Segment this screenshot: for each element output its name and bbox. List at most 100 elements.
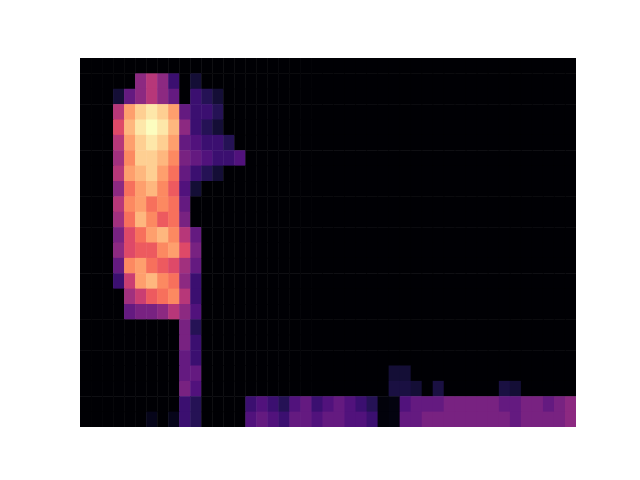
heatmap-cell	[113, 166, 125, 182]
heatmap-cell	[135, 258, 147, 274]
heatmap-cell	[400, 350, 412, 366]
heatmap-cell	[477, 227, 489, 243]
heatmap-cell	[532, 366, 544, 382]
heatmap-cell	[201, 350, 213, 366]
heatmap-cell	[190, 366, 202, 382]
heatmap-cell	[422, 58, 434, 74]
heatmap-cell	[278, 135, 290, 151]
heatmap-cell	[113, 135, 125, 151]
heatmap-cell	[124, 289, 136, 305]
heatmap-cell	[521, 304, 533, 320]
heatmap-cell	[532, 150, 544, 166]
heatmap-cell	[389, 58, 401, 74]
heatmap-cell	[91, 304, 103, 320]
heatmap-cell	[345, 135, 357, 151]
heatmap-cell	[389, 89, 401, 105]
heatmap-cell	[510, 304, 522, 320]
heatmap-cell	[543, 335, 555, 351]
heatmap-cell	[124, 135, 136, 151]
heatmap-cell	[345, 273, 357, 289]
heatmap-cell	[378, 381, 390, 397]
heatmap-cell	[488, 166, 500, 182]
heatmap-cell	[521, 319, 533, 335]
heatmap-cell	[190, 335, 202, 351]
heatmap-cell	[311, 366, 323, 382]
heatmap-cell	[80, 227, 92, 243]
heatmap-cell	[422, 196, 434, 212]
heatmap-cell	[466, 258, 478, 274]
heatmap-cell	[223, 366, 235, 382]
heatmap-cell	[300, 196, 312, 212]
heatmap-cell	[267, 227, 279, 243]
heatmap-cell	[212, 350, 224, 366]
heatmap-cell	[521, 243, 533, 259]
heatmap-cell	[300, 120, 312, 136]
heatmap-cell	[234, 73, 246, 89]
heatmap-cell	[455, 227, 467, 243]
heatmap-cell	[212, 181, 224, 197]
heatmap-cell	[488, 319, 500, 335]
heatmap-cell	[444, 350, 456, 366]
heatmap-cell	[190, 381, 202, 397]
heatmap-cell	[322, 150, 334, 166]
heatmap-cell	[455, 258, 467, 274]
heatmap-cell	[367, 381, 379, 397]
heatmap-cell	[146, 166, 158, 182]
heatmap-cell	[455, 212, 467, 228]
heatmap-cell	[444, 58, 456, 74]
heatmap-cell	[554, 243, 566, 259]
heatmap-cell	[80, 166, 92, 182]
heatmap-cell	[278, 104, 290, 120]
heatmap-cell	[91, 135, 103, 151]
heatmap-cell	[378, 396, 390, 412]
heatmap-cell	[543, 396, 555, 412]
heatmap-cell	[179, 319, 191, 335]
heatmap-cell	[444, 273, 456, 289]
heatmap-cell	[367, 227, 379, 243]
heatmap-cell	[466, 289, 478, 305]
heatmap-cell	[201, 227, 213, 243]
heatmap-cell	[411, 319, 423, 335]
heatmap-cell	[91, 58, 103, 74]
heatmap-cell	[378, 212, 390, 228]
heatmap-cell	[278, 289, 290, 305]
heatmap-cell	[334, 412, 346, 427]
heatmap-cell	[444, 366, 456, 382]
heatmap-cell	[554, 166, 566, 182]
heatmap-cell	[278, 166, 290, 182]
heatmap-cell	[278, 58, 290, 74]
heatmap-cell	[356, 366, 368, 382]
heatmap-cell	[565, 150, 576, 166]
heatmap-cell	[356, 212, 368, 228]
heatmap-cell	[433, 120, 445, 136]
heatmap-cell	[378, 135, 390, 151]
heatmap-cell	[466, 412, 478, 427]
heatmap-cell	[245, 166, 257, 182]
heatmap-cell	[256, 227, 268, 243]
heatmap-cell	[168, 196, 180, 212]
heatmap-cell	[510, 58, 522, 74]
heatmap-cell	[212, 273, 224, 289]
heatmap-cell	[322, 243, 334, 259]
heatmap-cell	[311, 319, 323, 335]
heatmap-cell	[190, 350, 202, 366]
heatmap-cell	[80, 258, 92, 274]
heatmap-cell	[499, 366, 511, 382]
heatmap-cell	[356, 196, 368, 212]
heatmap-cell	[521, 89, 533, 105]
heatmap-cell	[543, 150, 555, 166]
heatmap-cell	[289, 227, 301, 243]
heatmap-cell	[322, 227, 334, 243]
heatmap-cell	[510, 350, 522, 366]
heatmap-cell	[521, 135, 533, 151]
heatmap-cell	[201, 243, 213, 259]
heatmap-cell	[532, 289, 544, 305]
heatmap-cell	[466, 227, 478, 243]
heatmap-cell	[91, 73, 103, 89]
heatmap-cell	[113, 150, 125, 166]
heatmap-cell	[201, 289, 213, 305]
heatmap-cell	[389, 243, 401, 259]
heatmap-cell	[345, 412, 357, 427]
heatmap-cell	[378, 166, 390, 182]
heatmap-cell	[322, 181, 334, 197]
